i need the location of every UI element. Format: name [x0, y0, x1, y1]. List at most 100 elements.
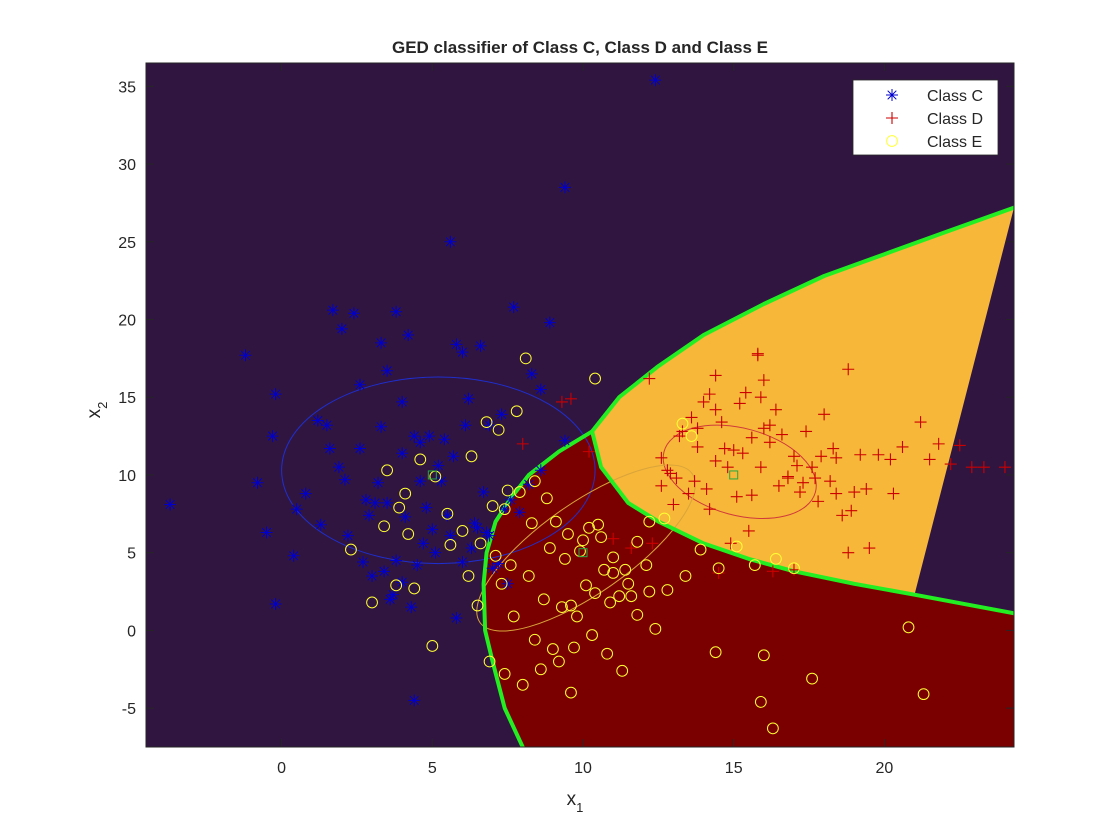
class-e-point — [613, 590, 626, 603]
class-c-point — [164, 498, 177, 511]
class-e-point — [510, 405, 523, 418]
class-c-point — [399, 510, 412, 523]
class-e-point — [516, 678, 529, 691]
class-d-point — [836, 509, 849, 522]
class-c-point — [266, 430, 279, 443]
class-e-point — [399, 487, 412, 500]
class-d-point — [797, 476, 810, 489]
class-c-point — [649, 74, 662, 87]
class-d-point — [751, 349, 764, 362]
class-c-point — [357, 556, 369, 569]
x-tick-label: 15 — [725, 760, 743, 777]
class-c-point — [471, 521, 484, 534]
class-e-point — [580, 579, 592, 592]
class-e-point — [366, 596, 378, 609]
class-d-point — [887, 487, 900, 500]
class-d-point — [944, 458, 957, 471]
legend-item-class-d: Class D — [886, 111, 983, 128]
class-e-point — [495, 577, 508, 590]
class-d-point — [739, 386, 752, 399]
class-d-point — [607, 532, 620, 545]
class-d-point — [824, 475, 837, 488]
class-d-point — [754, 461, 767, 474]
class-c-point — [495, 408, 508, 421]
legend-item-class-e: Class E — [886, 134, 982, 151]
class-d-point — [781, 472, 794, 485]
class-c-point — [525, 367, 538, 380]
class-e-point — [414, 453, 427, 466]
class-e-point — [766, 722, 779, 735]
class-e-point — [661, 584, 674, 596]
class-d-point — [700, 482, 713, 495]
class-c-point — [290, 503, 303, 516]
class-c-point — [534, 464, 547, 477]
class-e-point — [492, 423, 505, 436]
class-c-point — [459, 419, 472, 432]
class-d-point — [766, 565, 779, 578]
class-d-point — [655, 479, 668, 492]
class-d-point — [712, 566, 725, 579]
class-c-point — [414, 475, 427, 488]
class-e-point — [640, 559, 653, 572]
class-e-point — [543, 542, 556, 554]
class-c-point — [341, 529, 354, 542]
class-d-point — [646, 537, 659, 550]
class-c-point — [335, 322, 348, 335]
class-c-point — [251, 476, 264, 489]
class-e-point — [507, 610, 520, 623]
class-d-point — [703, 503, 716, 516]
x-tick-label: 20 — [876, 760, 894, 777]
class-e-point — [489, 549, 502, 562]
class-e-point — [589, 372, 601, 385]
class-e-point — [616, 664, 629, 677]
class-d-point — [745, 489, 758, 502]
class-c-point — [498, 503, 511, 516]
class-e-point — [601, 647, 614, 660]
y-tick-label: 25 — [118, 235, 136, 252]
class-c-point — [384, 593, 397, 606]
class-d-point — [872, 448, 885, 461]
class-d-point — [555, 395, 568, 408]
class-d-point — [715, 416, 728, 429]
class-e-point — [676, 417, 689, 430]
y-tick-label: 15 — [118, 390, 136, 407]
class-e-point — [649, 622, 662, 635]
class-c-point — [474, 339, 487, 352]
class-d-point — [757, 374, 770, 387]
chart-title: GED classifier of Class C, Class D and C… — [392, 38, 768, 57]
class-d-point — [923, 453, 936, 466]
class-e-point — [562, 528, 574, 540]
class-e-point — [643, 515, 656, 528]
class-e-point — [788, 562, 800, 575]
class-e-point — [390, 579, 403, 592]
class-c-point — [441, 509, 454, 522]
class-e-point — [534, 663, 547, 676]
class-e-point — [902, 621, 915, 634]
class-d-point — [809, 472, 822, 485]
class-d-point — [754, 391, 767, 404]
class-d-point — [863, 542, 876, 555]
class-e-point — [571, 610, 583, 623]
class-c-point — [462, 392, 475, 405]
class-c-point — [501, 577, 514, 590]
legend: Class C Class D Class E — [852, 79, 999, 156]
class-e-point — [770, 553, 782, 565]
class-d-point — [625, 542, 638, 555]
class-d-point — [564, 392, 577, 405]
class-c-point — [287, 549, 300, 562]
class-d-point — [724, 537, 737, 550]
class-e-mean-marker — [578, 548, 588, 558]
class-d-point — [827, 442, 840, 455]
class-e-series — [345, 352, 930, 735]
x-tick-label: 10 — [574, 760, 592, 777]
class-c-point — [411, 559, 424, 572]
class-d-point — [842, 546, 855, 559]
class-c-point — [269, 597, 282, 610]
class-d-point — [806, 461, 819, 474]
class-c-point — [426, 523, 439, 536]
y-tick-label: 10 — [118, 468, 136, 485]
class-d-point — [736, 447, 749, 460]
class-c-point — [468, 517, 481, 530]
class-d-point — [583, 445, 596, 458]
class-c-point — [456, 346, 469, 359]
